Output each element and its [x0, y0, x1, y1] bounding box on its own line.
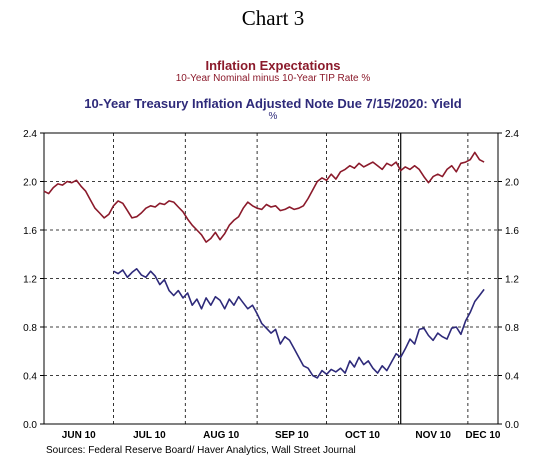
y-tick-label-right: 0.8 [505, 323, 519, 334]
series2-title: 10-Year Treasury Inflation Adjusted Note… [84, 96, 462, 111]
y-tick-label-right: 2.0 [505, 178, 519, 189]
y-tick-label-right: 0.0 [505, 420, 519, 431]
y-tick-label-right: 0.4 [505, 372, 519, 383]
y-tick-label-right: 1.2 [505, 275, 519, 286]
series1-subtitle: 10-Year Nominal minus 10-Year TIP Rate % [175, 73, 371, 84]
x-month-label: JUL 10 [133, 430, 166, 441]
series-line-2 [113, 267, 485, 379]
x-month-label: JUN 10 [62, 430, 96, 441]
y-tick-label-left: 2.4 [23, 129, 37, 140]
x-month-label: NOV 10 [415, 430, 451, 441]
x-month-label: OCT 10 [345, 430, 380, 441]
source-note: Sources: Federal Reserve Board/ Haver An… [46, 445, 356, 456]
series1-title: Inflation Expectations [205, 58, 341, 73]
y-tick-label-left: 2.0 [23, 178, 37, 189]
y-tick-label-left: 0.8 [23, 323, 37, 334]
y-tick-label-left: 0.4 [23, 372, 37, 383]
y-tick-label-right: 2.4 [505, 129, 519, 140]
x-month-label: SEP 10 [275, 430, 309, 441]
y-tick-label-left: 1.6 [23, 226, 37, 237]
page-title: Chart 3 [241, 6, 305, 30]
x-month-label: AUG 10 [203, 430, 240, 441]
y-tick-label-right: 1.6 [505, 226, 519, 237]
y-tick-label-left: 0.0 [23, 420, 37, 431]
series-line-1 [43, 151, 485, 243]
x-month-label: DEC 10 [465, 430, 500, 441]
series2-subtitle: % [268, 111, 278, 122]
y-tick-label-left: 1.2 [23, 275, 37, 286]
